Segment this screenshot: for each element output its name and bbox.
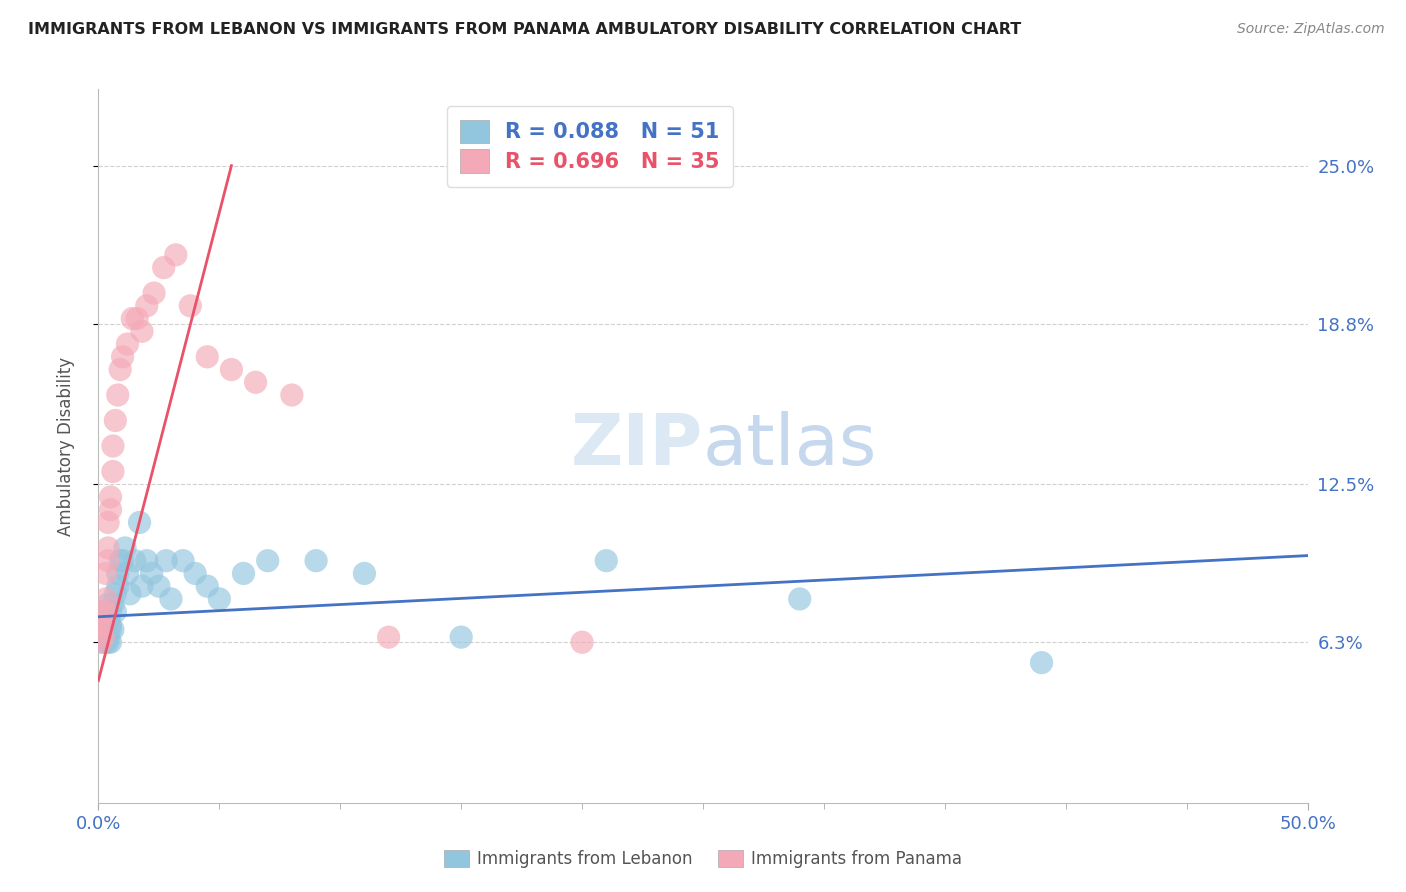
Point (450, 630, 472, 644)
Point (97, 541, 120, 555)
Point (91, 615, 114, 629)
Point (94, 635, 117, 649)
Point (97, 597, 120, 611)
Point (281, 388, 304, 402)
Point (97, 630, 120, 644)
Point (127, 311, 149, 326)
Point (571, 635, 593, 649)
Legend: R = 0.088   N = 51, R = 0.696   N = 35: R = 0.088 N = 51, R = 0.696 N = 35 (447, 106, 733, 186)
Point (91, 623, 114, 637)
Point (90, 612, 112, 626)
Point (94, 605, 117, 619)
Point (101, 597, 124, 611)
Point (97, 554, 120, 568)
Point (1031, 656, 1053, 670)
Text: Source: ZipAtlas.com: Source: ZipAtlas.com (1237, 22, 1385, 37)
Point (117, 566, 139, 581)
Y-axis label: Ambulatory Disability: Ambulatory Disability (56, 357, 75, 535)
Point (148, 579, 170, 593)
Legend: Immigrants from Lebanon, Immigrants from Panama: Immigrants from Lebanon, Immigrants from… (437, 843, 969, 875)
Point (221, 362, 243, 376)
Point (97, 635, 120, 649)
Point (100, 623, 122, 637)
Point (91, 635, 114, 649)
Point (94, 630, 117, 644)
Point (128, 516, 150, 530)
Point (94, 605, 117, 619)
Point (90, 612, 112, 626)
Point (94, 623, 117, 637)
Point (131, 324, 153, 338)
Point (90, 623, 112, 637)
Point (90, 623, 112, 637)
Point (789, 591, 811, 606)
Point (118, 587, 141, 601)
Point (91, 630, 114, 644)
Point (108, 554, 131, 568)
Point (91, 617, 114, 632)
Point (595, 554, 617, 568)
Text: ZIP: ZIP (571, 411, 703, 481)
Point (101, 465, 124, 479)
Point (100, 502, 122, 516)
Point (131, 579, 153, 593)
Point (104, 587, 127, 601)
Point (90, 605, 112, 619)
Point (305, 554, 328, 568)
Point (94, 566, 117, 581)
Point (195, 579, 218, 593)
Point (101, 439, 124, 453)
Point (143, 286, 166, 301)
Point (232, 566, 254, 581)
Point (104, 413, 127, 427)
Text: IMMIGRANTS FROM LEBANON VS IMMIGRANTS FROM PANAMA AMBULATORY DISABILITY CORRELAT: IMMIGRANTS FROM LEBANON VS IMMIGRANTS FR… (28, 22, 1021, 37)
Point (94, 617, 117, 632)
Point (179, 299, 201, 313)
Point (91, 605, 114, 619)
Point (155, 554, 177, 568)
Point (124, 554, 146, 568)
Text: atlas: atlas (703, 411, 877, 481)
Point (104, 605, 127, 619)
Point (135, 299, 157, 313)
Point (97, 612, 120, 626)
Point (141, 566, 163, 581)
Point (114, 541, 136, 555)
Point (107, 566, 129, 581)
Point (111, 350, 134, 364)
Point (165, 248, 187, 262)
Point (353, 566, 375, 581)
Point (100, 490, 122, 504)
Point (97, 516, 120, 530)
Point (195, 350, 218, 364)
Point (101, 623, 124, 637)
Point (107, 388, 129, 402)
Point (245, 376, 267, 390)
Point (377, 630, 399, 644)
Point (100, 617, 122, 632)
Point (91, 609, 114, 624)
Point (90, 635, 112, 649)
Point (94, 591, 117, 606)
Point (117, 337, 139, 351)
Point (108, 362, 131, 376)
Point (100, 605, 122, 619)
Point (152, 260, 174, 275)
Point (107, 579, 129, 593)
Point (160, 591, 183, 606)
Point (256, 554, 278, 568)
Point (121, 311, 143, 326)
Point (100, 635, 122, 649)
Point (172, 554, 194, 568)
Point (184, 566, 207, 581)
Point (208, 591, 231, 606)
Point (111, 554, 134, 568)
Point (135, 554, 157, 568)
